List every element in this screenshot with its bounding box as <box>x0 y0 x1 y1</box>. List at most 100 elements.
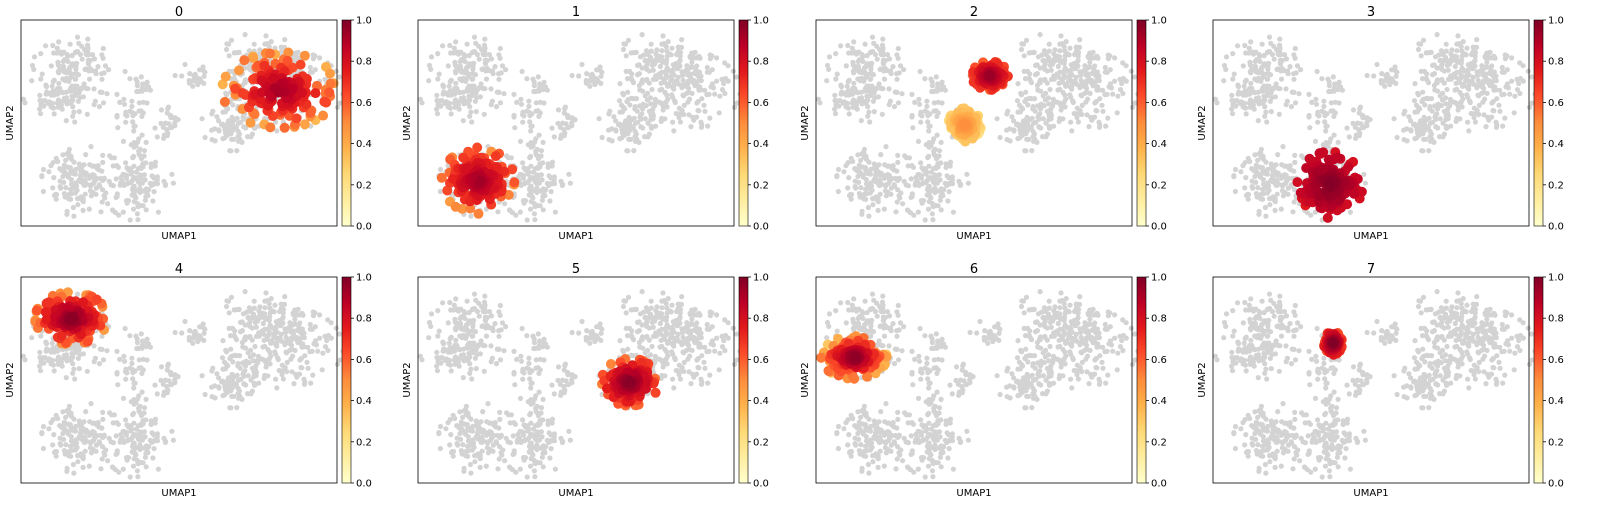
cell-point <box>1479 63 1484 68</box>
cell-point <box>1269 95 1274 100</box>
cell-point <box>495 209 500 214</box>
cell-point <box>452 91 457 96</box>
cell-point <box>693 67 698 72</box>
cell-point <box>1308 213 1313 218</box>
cell-point <box>1130 105 1135 110</box>
cell-point <box>1110 92 1115 97</box>
cell-point <box>1429 50 1434 55</box>
cell-point <box>1277 112 1282 117</box>
panel-title: 0 <box>175 5 183 20</box>
cell-point <box>131 385 136 390</box>
cell-point <box>1323 128 1328 133</box>
cell-point <box>461 95 466 100</box>
cell-point <box>1047 126 1052 131</box>
cell-point <box>114 176 119 181</box>
cell-point <box>1052 47 1057 52</box>
cell-point <box>527 113 532 118</box>
cell-point <box>576 73 581 78</box>
cell-point <box>1412 122 1417 127</box>
cell-point <box>87 207 92 212</box>
cell-point <box>1464 46 1469 51</box>
cell-point <box>1005 137 1010 142</box>
cell-point <box>579 62 584 67</box>
cell-point <box>1368 117 1373 122</box>
cell-point <box>911 213 916 218</box>
cell-point <box>885 172 890 177</box>
cell-point <box>53 192 58 197</box>
x-axis-label: UMAP1 <box>956 231 991 242</box>
cell-point <box>73 71 78 76</box>
cell-point <box>200 116 205 121</box>
cell-point <box>532 217 537 222</box>
cell-point <box>1099 103 1104 108</box>
cell-point <box>626 137 631 142</box>
cell-point <box>1476 93 1481 98</box>
cell-point <box>73 76 78 81</box>
cell-point <box>1347 134 1352 139</box>
x-axis-label: UMAP1 <box>161 231 196 242</box>
cell-point <box>1442 132 1447 137</box>
cell-point <box>159 107 164 112</box>
cell-point <box>1254 70 1259 75</box>
cell-point <box>535 108 540 113</box>
cell-point <box>105 201 110 206</box>
cell-point <box>1046 111 1051 116</box>
cell-point <box>887 56 892 61</box>
cell-point <box>1427 116 1432 121</box>
colorbar-tick-label: 1.0 <box>1548 16 1564 27</box>
cell-point <box>98 209 103 214</box>
cell-point <box>1331 74 1336 79</box>
cell-point <box>1290 209 1295 214</box>
cell-point <box>133 77 138 82</box>
cell-point <box>527 192 532 197</box>
cell-point <box>63 158 68 163</box>
cell-point <box>446 104 451 109</box>
cell-point <box>121 396 126 401</box>
cell-point <box>681 93 686 98</box>
cell-point <box>1477 81 1482 86</box>
cell-point <box>627 69 632 74</box>
cell-point <box>620 91 625 96</box>
cell-point <box>640 89 645 94</box>
cell-point <box>38 111 43 116</box>
cell-point <box>143 177 148 182</box>
cell-point <box>998 135 1003 140</box>
cell-point <box>1107 53 1112 58</box>
cell-point <box>684 63 689 68</box>
cell-point <box>939 140 944 145</box>
cell-point <box>714 79 719 84</box>
cell-point <box>873 87 878 92</box>
cell-point <box>648 111 653 116</box>
cell-point <box>1089 78 1094 83</box>
cell-point <box>1454 42 1459 47</box>
cell-point <box>880 86 885 91</box>
cell-point <box>115 125 120 130</box>
cell-point <box>1074 82 1079 87</box>
highlight-point <box>1349 189 1359 199</box>
cell-point <box>541 140 546 145</box>
cell-point <box>482 112 487 117</box>
cell-point <box>1444 87 1449 92</box>
colorbar-tick-label: 0.2 <box>356 180 372 191</box>
cell-point <box>1022 148 1027 153</box>
cell-point <box>876 196 881 201</box>
cell-point <box>115 370 120 375</box>
cell-point <box>709 53 714 58</box>
cell-point <box>1471 115 1476 120</box>
cell-point <box>885 190 890 195</box>
y-axis-label: UMAP2 <box>1197 105 1208 140</box>
highlight-point <box>509 177 519 187</box>
cell-point <box>37 350 42 355</box>
cell-point <box>928 77 933 82</box>
cell-point <box>836 167 841 172</box>
cell-point <box>434 93 439 98</box>
cell-point <box>225 106 230 111</box>
cell-point <box>627 115 632 120</box>
cell-point <box>437 72 442 77</box>
cell-point <box>698 87 703 92</box>
cell-point <box>137 186 142 191</box>
cell-point <box>32 54 37 59</box>
cell-point <box>1112 79 1117 84</box>
cell-point <box>1421 97 1426 102</box>
